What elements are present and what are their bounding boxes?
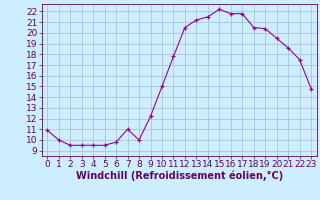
X-axis label: Windchill (Refroidissement éolien,°C): Windchill (Refroidissement éolien,°C)	[76, 171, 283, 181]
